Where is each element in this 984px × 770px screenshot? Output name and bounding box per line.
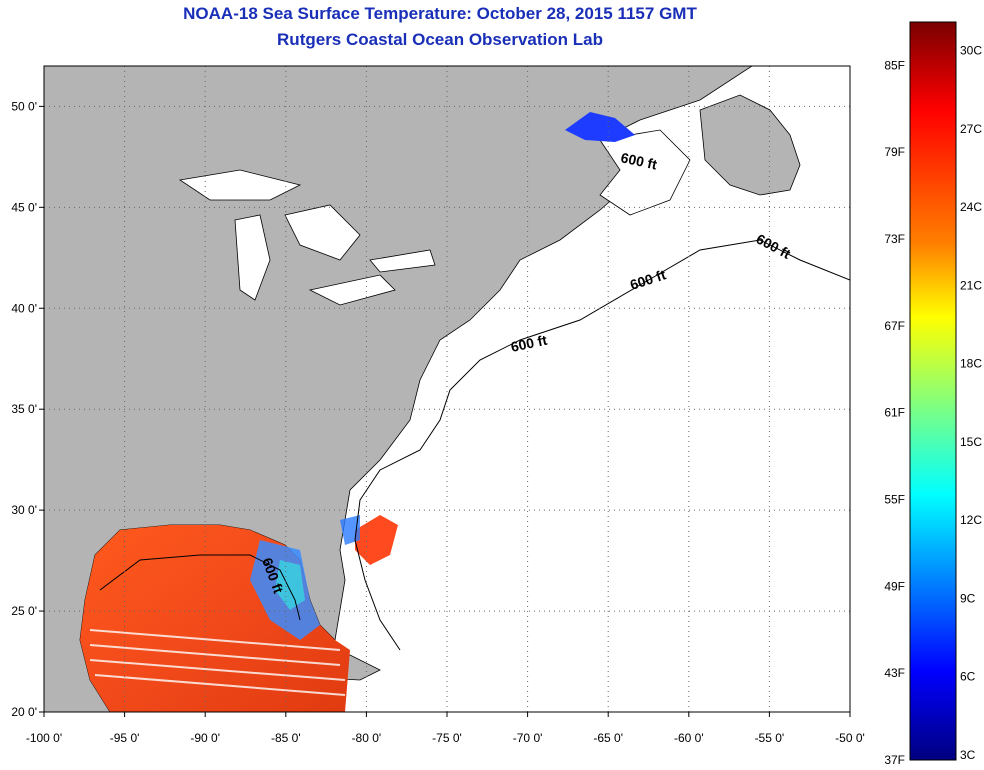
colorbar-c-label: 27C [960,122,982,136]
lat-tick-label: 40 0' [11,301,37,315]
sst-scanlines [89,629,346,696]
lon-tick-label: -70 0' [513,731,543,745]
lat-tick-label: 30 0' [11,503,37,517]
lon-tick-label: -85 0' [271,731,301,745]
lon-tick-label: -80 0' [352,731,382,745]
lat-tick-label: 20 0' [11,705,37,719]
colorbar-celsius-labels: 30C 27C 24C 21C 18C 15C 12C 9C 6C 3C [960,44,982,762]
colorbar-f-label: 37F [884,753,905,767]
colorbar-f-label: 67F [884,319,905,333]
lon-tick-label: -55 0' [755,731,785,745]
colorbar [909,21,957,761]
lon-tick-label: -75 0' [432,731,462,745]
lat-tick-label: 35 0' [11,402,37,416]
colorbar-c-label: 12C [960,513,982,527]
colorbar-f-label: 55F [884,493,905,507]
colorbar-f-label: 43F [884,666,905,680]
lon-tick-label: -100 0' [26,731,62,745]
map-subtitle: Rutgers Coastal Ocean Observation Lab [277,30,603,49]
colorbar-f-label: 61F [884,406,905,420]
contour-label-4: 600 ft [509,332,548,355]
colorbar-c-label: 30C [960,44,982,58]
sst-patch-st-lawrence [565,112,635,142]
colorbar-c-label: 6C [960,670,976,684]
colorbar-c-label: 18C [960,357,982,371]
land-newfoundland [699,94,801,196]
lat-tick-label: 45 0' [11,200,37,214]
sst-cyan-streak [275,560,305,610]
colorbar-fahrenheit-labels: 85F 79F 73F 67F 61F 55F 49F 43F 37F [884,58,905,767]
longitude-ticks: -100 0' -95 0' -90 0' -85 0' -80 0' -75 0' -70… [26,712,865,745]
lat-tick-label: 25 0' [11,604,37,618]
map-title: NOAA-18 Sea Surface Temperature: October… [183,4,697,23]
colorbar-f-label: 79F [884,145,905,159]
colorbar-f-label: 85F [884,58,905,72]
colorbar-f-label: 49F [884,579,905,593]
contour-600ft-gulf [99,554,301,621]
lon-tick-label: -95 0' [110,731,140,745]
sst-gulf-stream-patch [355,515,398,565]
lon-tick-label: -50 0' [835,731,865,745]
lon-tick-label: -65 0' [593,731,623,745]
contour-600ft [354,239,850,651]
colorbar-c-label: 21C [960,278,982,292]
colorbar-f-label: 73F [884,232,905,246]
colorbar-c-label: 24C [960,200,982,214]
lon-tick-label: -60 0' [674,731,704,745]
contour-label-1: 600 ft [619,149,658,172]
lon-tick-label: -90 0' [190,731,220,745]
lat-tick-label: 50 0' [11,99,37,113]
colorbar-c-label: 15C [960,435,982,449]
colorbar-c-label: 9C [960,591,976,605]
latitude-ticks: 20 0' 25 0' 30 0' 35 0' 40 0' 45 0' 50 0' [11,99,44,719]
colorbar-c-label: 3C [960,748,976,762]
great-lakes [178,169,436,306]
